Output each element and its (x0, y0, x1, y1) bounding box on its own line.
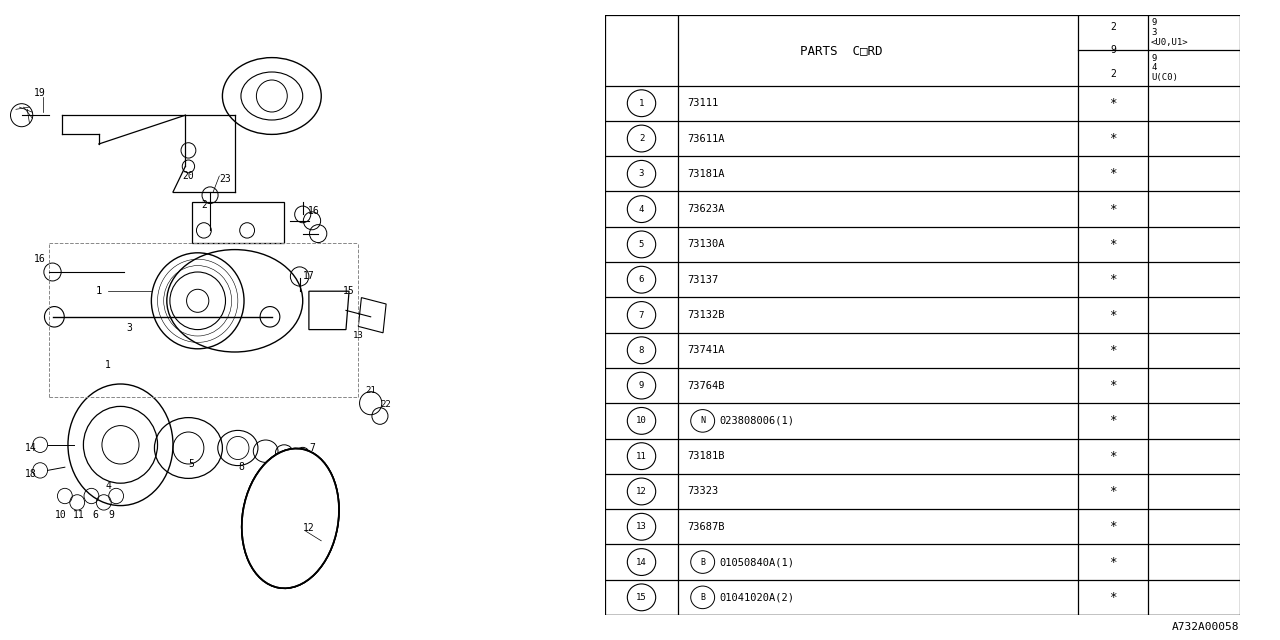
Text: 12: 12 (636, 487, 646, 496)
Text: 73764B: 73764B (687, 381, 724, 390)
Text: 11: 11 (636, 452, 646, 461)
Text: 6: 6 (639, 275, 644, 284)
Text: 73181B: 73181B (687, 451, 724, 461)
Ellipse shape (242, 449, 339, 588)
Text: 5: 5 (639, 240, 644, 249)
Text: 18: 18 (26, 468, 37, 479)
Text: 01041020A(2): 01041020A(2) (719, 593, 795, 602)
Text: 2: 2 (639, 134, 644, 143)
Text: 73111: 73111 (687, 98, 719, 108)
Text: 5: 5 (188, 459, 195, 469)
Text: 20: 20 (183, 171, 195, 181)
Text: A732A00058: A732A00058 (1171, 622, 1239, 632)
Text: 17: 17 (303, 271, 315, 282)
Text: 1: 1 (105, 360, 111, 370)
Text: 12: 12 (303, 523, 315, 533)
Text: 7: 7 (639, 310, 644, 319)
Text: 2: 2 (1110, 22, 1116, 32)
Text: 10: 10 (55, 510, 67, 520)
Text: 23: 23 (220, 174, 232, 184)
Text: *: * (1110, 450, 1116, 463)
Text: 19: 19 (35, 88, 46, 98)
Text: 21: 21 (365, 386, 376, 395)
Text: *: * (1110, 273, 1116, 286)
Text: 13: 13 (636, 522, 646, 531)
Text: 73323: 73323 (687, 486, 719, 497)
Text: 3: 3 (639, 170, 644, 179)
Text: 73611A: 73611A (687, 134, 724, 143)
Text: 01050840A(1): 01050840A(1) (719, 557, 795, 567)
Text: B: B (700, 557, 705, 566)
Text: 73137: 73137 (687, 275, 719, 285)
Text: *: * (1110, 97, 1116, 109)
Text: *: * (1110, 485, 1116, 498)
Text: 73132B: 73132B (687, 310, 724, 320)
Text: 73130A: 73130A (687, 239, 724, 250)
Text: *: * (1110, 344, 1116, 356)
Text: 6: 6 (93, 510, 99, 520)
Text: 15: 15 (636, 593, 646, 602)
Text: 73687B: 73687B (687, 522, 724, 532)
Text: 2: 2 (1110, 69, 1116, 79)
Text: 15: 15 (343, 286, 355, 296)
Text: 16: 16 (35, 254, 46, 264)
Text: B: B (700, 593, 705, 602)
Text: 9
4
U(C0): 9 4 U(C0) (1151, 54, 1178, 82)
Text: 3: 3 (127, 323, 133, 333)
Text: 73181A: 73181A (687, 169, 724, 179)
Text: *: * (1110, 238, 1116, 251)
Text: 1: 1 (639, 99, 644, 108)
Text: *: * (1110, 414, 1116, 428)
Text: 4: 4 (639, 205, 644, 214)
Text: *: * (1110, 308, 1116, 321)
Text: 13: 13 (353, 332, 364, 340)
Text: 9: 9 (1110, 45, 1116, 55)
Text: *: * (1110, 379, 1116, 392)
Text: 10: 10 (636, 417, 646, 426)
Text: *: * (1110, 167, 1116, 180)
Text: 023808006(1): 023808006(1) (719, 416, 795, 426)
Text: *: * (1110, 591, 1116, 604)
Text: 9: 9 (639, 381, 644, 390)
Text: 11: 11 (73, 510, 84, 520)
Text: *: * (1110, 132, 1116, 145)
Text: 14: 14 (636, 557, 646, 566)
Text: 4: 4 (105, 481, 111, 492)
Text: *: * (1110, 556, 1116, 568)
Text: 9
3
<U0,U1>: 9 3 <U0,U1> (1151, 19, 1189, 47)
Text: 2: 2 (201, 200, 207, 210)
Text: 73741A: 73741A (687, 346, 724, 355)
Text: 8: 8 (238, 462, 244, 472)
Text: 22: 22 (380, 400, 392, 409)
Text: 7: 7 (308, 443, 315, 453)
Text: N: N (700, 417, 705, 426)
Text: 14: 14 (26, 443, 37, 453)
Text: PARTS  C□RD: PARTS C□RD (800, 44, 883, 57)
Text: 8: 8 (639, 346, 644, 355)
Text: 1: 1 (96, 286, 102, 296)
Text: *: * (1110, 520, 1116, 533)
Text: *: * (1110, 203, 1116, 216)
Text: 16: 16 (308, 206, 320, 216)
Text: 73623A: 73623A (687, 204, 724, 214)
Text: 9: 9 (109, 510, 114, 520)
